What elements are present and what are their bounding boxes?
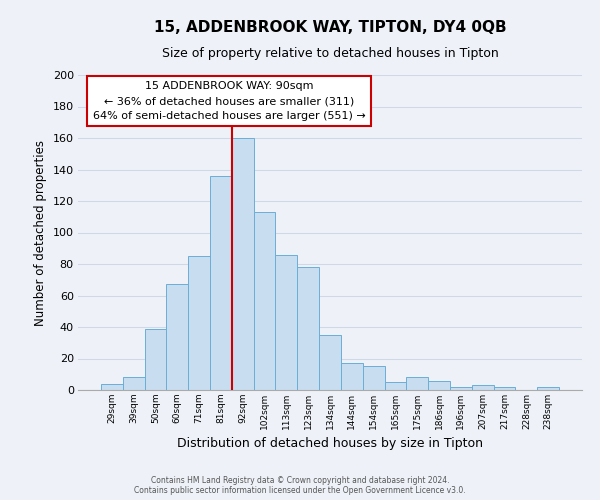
Bar	[166, 284, 188, 390]
Bar	[472, 386, 494, 390]
Bar	[494, 387, 515, 390]
Text: 15 ADDENBROOK WAY: 90sqm
← 36% of detached houses are smaller (311)
64% of semi-: 15 ADDENBROOK WAY: 90sqm ← 36% of detach…	[93, 82, 365, 121]
Bar	[341, 363, 363, 390]
Bar	[275, 254, 297, 390]
Bar	[537, 387, 559, 390]
Text: 15, ADDENBROOK WAY, TIPTON, DY4 0QB: 15, ADDENBROOK WAY, TIPTON, DY4 0QB	[154, 20, 506, 35]
Bar	[188, 256, 210, 390]
Bar	[232, 138, 254, 390]
Bar	[254, 212, 275, 390]
Bar	[406, 378, 428, 390]
Bar	[123, 378, 145, 390]
Bar	[319, 335, 341, 390]
Text: Size of property relative to detached houses in Tipton: Size of property relative to detached ho…	[161, 48, 499, 60]
Bar	[428, 380, 450, 390]
Y-axis label: Number of detached properties: Number of detached properties	[34, 140, 47, 326]
Text: Contains public sector information licensed under the Open Government Licence v3: Contains public sector information licen…	[134, 486, 466, 495]
Bar	[450, 387, 472, 390]
Bar	[297, 267, 319, 390]
Bar	[385, 382, 406, 390]
Bar	[363, 366, 385, 390]
Bar	[101, 384, 123, 390]
Bar	[210, 176, 232, 390]
X-axis label: Distribution of detached houses by size in Tipton: Distribution of detached houses by size …	[177, 438, 483, 450]
Bar	[145, 328, 166, 390]
Text: Contains HM Land Registry data © Crown copyright and database right 2024.: Contains HM Land Registry data © Crown c…	[151, 476, 449, 485]
